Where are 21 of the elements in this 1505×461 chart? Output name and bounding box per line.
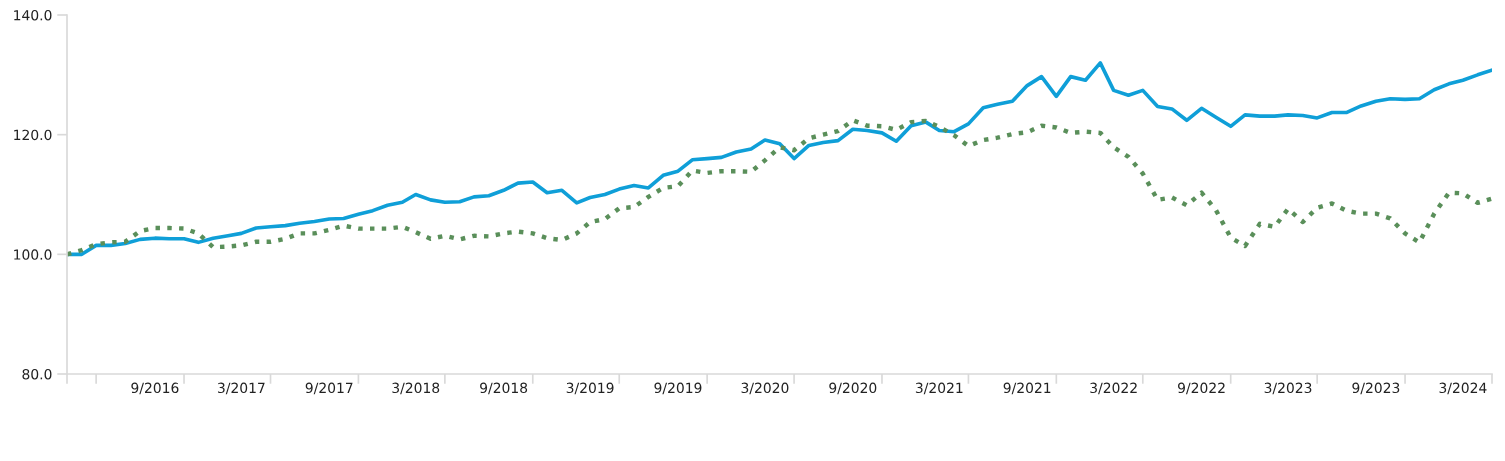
x-tick-label: 3/2024 <box>1439 382 1487 395</box>
y-tick-label: 140.0 <box>14 9 52 21</box>
x-tick-label: 3/2018 <box>392 382 440 395</box>
x-tick-label: 9/2020 <box>829 382 877 395</box>
x-tick-label: 3/2022 <box>1090 382 1137 395</box>
x-tick-label: 3/2017 <box>217 382 265 395</box>
y-tick-label: 100.0 <box>14 249 52 260</box>
x-tick-label: 3/2023 <box>1264 382 1312 395</box>
x-tick-label: 9/2022 <box>1178 382 1225 395</box>
x-tick-label: 9/2016 <box>131 382 179 395</box>
x-tick-label: 9/2021 <box>1003 382 1051 395</box>
x-tick-label: 3/2019 <box>566 382 614 395</box>
line-series <box>67 118 1492 257</box>
y-tick-label: 120.0 <box>14 129 52 141</box>
x-tick-label: 9/2019 <box>654 382 702 395</box>
x-tick-label: 9/2023 <box>1352 382 1400 395</box>
x-tick-label: 9/2017 <box>305 382 353 395</box>
x-tick-label: 9/2018 <box>480 382 528 395</box>
x-tick-label: 3/2020 <box>741 382 789 395</box>
x-tick-label: 3/2021 <box>915 382 963 395</box>
y-tick-label: 80.0 <box>22 368 52 380</box>
